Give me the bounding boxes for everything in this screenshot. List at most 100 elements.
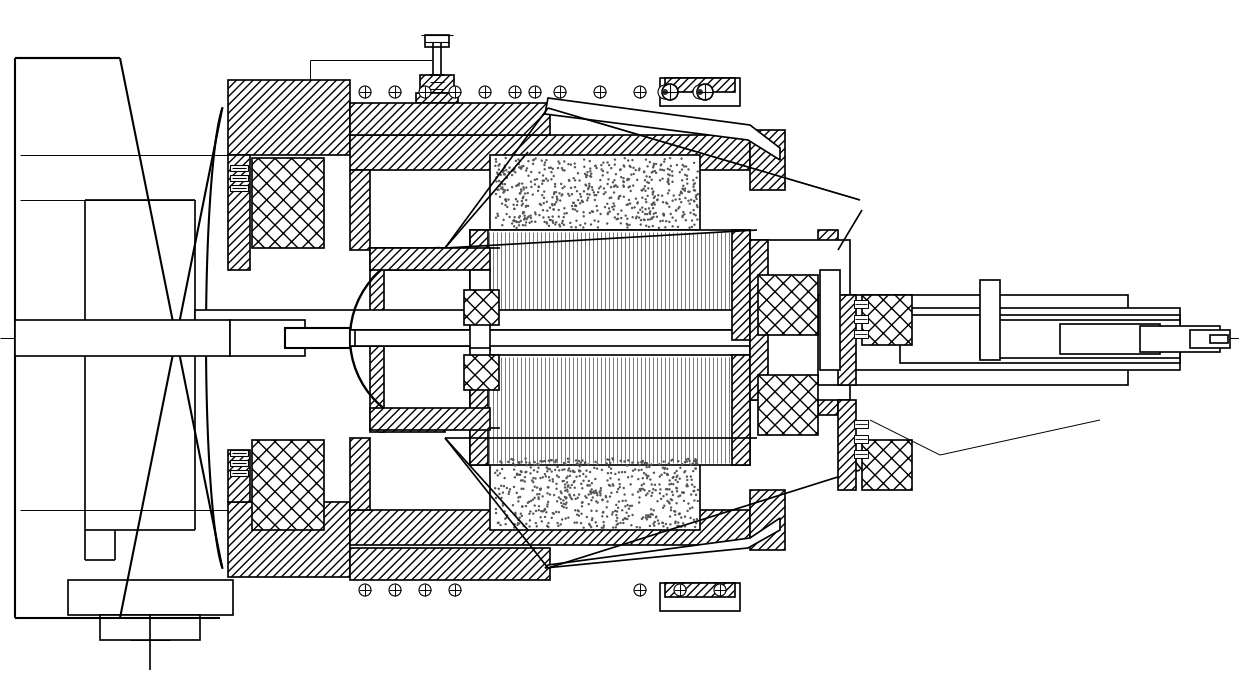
Circle shape (494, 160, 497, 162)
Circle shape (520, 165, 523, 168)
Bar (349, 510, 750, 545)
Bar (1140, 326, 1220, 352)
Circle shape (506, 517, 508, 519)
Circle shape (479, 86, 491, 98)
Circle shape (616, 523, 618, 526)
Circle shape (690, 475, 693, 478)
Circle shape (695, 522, 698, 524)
Circle shape (520, 188, 522, 191)
Bar (854, 435, 869, 443)
Circle shape (684, 525, 686, 527)
Circle shape (512, 458, 514, 461)
Circle shape (498, 163, 501, 165)
Bar (900, 315, 1180, 363)
Circle shape (529, 466, 532, 468)
Circle shape (636, 526, 638, 528)
Circle shape (649, 161, 650, 163)
Circle shape (540, 520, 543, 523)
Circle shape (591, 517, 593, 519)
Circle shape (591, 210, 593, 213)
Circle shape (638, 169, 641, 171)
Circle shape (579, 465, 581, 468)
Circle shape (564, 483, 566, 485)
Circle shape (693, 500, 695, 502)
Circle shape (507, 198, 509, 201)
Circle shape (528, 462, 530, 464)
Circle shape (527, 192, 529, 194)
Circle shape (650, 495, 653, 497)
Circle shape (518, 184, 519, 186)
Circle shape (641, 206, 643, 209)
Circle shape (586, 171, 589, 173)
Bar (230, 320, 305, 356)
Circle shape (681, 463, 684, 465)
Circle shape (695, 194, 698, 196)
Circle shape (646, 181, 648, 183)
Circle shape (499, 524, 502, 526)
Circle shape (680, 517, 683, 519)
Circle shape (550, 471, 553, 473)
Circle shape (638, 469, 641, 471)
Circle shape (590, 173, 592, 175)
Circle shape (597, 220, 600, 223)
Circle shape (623, 185, 624, 188)
Circle shape (649, 513, 652, 516)
Bar (838, 295, 856, 385)
Circle shape (655, 215, 658, 218)
Circle shape (589, 167, 591, 170)
Circle shape (545, 475, 548, 477)
Circle shape (690, 225, 693, 228)
Circle shape (606, 500, 608, 503)
Circle shape (654, 195, 655, 198)
Circle shape (567, 460, 570, 463)
Circle shape (648, 181, 650, 184)
Circle shape (600, 494, 602, 496)
Circle shape (535, 522, 536, 524)
Circle shape (620, 169, 621, 171)
Circle shape (579, 193, 581, 195)
Circle shape (663, 472, 665, 474)
Circle shape (649, 213, 652, 215)
Circle shape (663, 468, 665, 470)
Circle shape (544, 168, 546, 171)
Circle shape (510, 186, 513, 188)
Circle shape (566, 490, 569, 493)
Circle shape (632, 216, 634, 219)
Bar (228, 155, 250, 270)
Circle shape (616, 185, 618, 188)
Circle shape (613, 158, 616, 161)
Circle shape (626, 223, 628, 225)
Circle shape (563, 160, 565, 162)
Circle shape (534, 497, 535, 499)
Circle shape (657, 500, 659, 502)
Circle shape (683, 213, 685, 215)
Bar (349, 438, 370, 510)
Circle shape (674, 472, 676, 475)
Circle shape (563, 499, 565, 502)
Circle shape (673, 476, 675, 478)
Circle shape (494, 472, 497, 474)
Circle shape (600, 492, 602, 495)
Bar (420, 75, 453, 93)
Circle shape (693, 223, 695, 226)
Circle shape (644, 213, 647, 215)
Circle shape (566, 489, 569, 491)
Circle shape (627, 159, 629, 162)
Bar (230, 185, 248, 191)
Circle shape (554, 461, 556, 464)
Circle shape (660, 498, 663, 500)
Circle shape (694, 190, 696, 192)
Circle shape (622, 180, 624, 183)
Circle shape (613, 163, 616, 166)
Circle shape (642, 189, 643, 192)
Circle shape (693, 209, 695, 211)
Circle shape (512, 458, 514, 461)
Circle shape (657, 519, 659, 522)
Circle shape (670, 460, 673, 462)
Circle shape (650, 483, 653, 485)
Circle shape (502, 502, 504, 505)
Bar (356, 330, 484, 346)
Circle shape (638, 488, 641, 491)
Circle shape (525, 471, 528, 473)
Circle shape (688, 502, 690, 505)
